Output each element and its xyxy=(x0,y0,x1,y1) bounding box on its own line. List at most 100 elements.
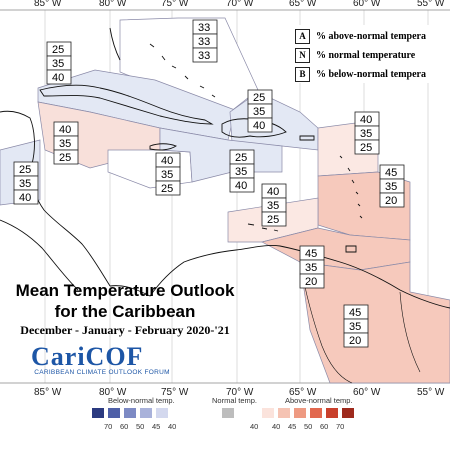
box-hisp-east-above: 25 xyxy=(253,92,265,104)
key-letter-a: A xyxy=(295,29,310,44)
scale-below-label: Below-normal temp. xyxy=(108,396,175,405)
caricof-logo: CariCOF CARIBBEAN CLIMATE OUTLOOK FORUM xyxy=(17,342,187,380)
box-hispaniola-east: 25 35 40 xyxy=(247,89,273,133)
box-bahamas-below: 33 xyxy=(198,50,210,62)
scale-below-num-50: 50 xyxy=(136,422,145,431)
box-belize-normal: 35 xyxy=(19,178,31,190)
lon-bottom-75: 75° W xyxy=(161,387,189,398)
box-leeward: 40 35 25 xyxy=(354,111,380,155)
lon-top-55: 55° W xyxy=(417,0,445,9)
region-guianas xyxy=(299,261,450,384)
box-jamaica-normal: 35 xyxy=(161,169,173,181)
scale-above-num-45: 45 xyxy=(288,422,297,431)
box-bahamas-normal: 33 xyxy=(198,36,210,48)
box-trinidad-below: 20 xyxy=(305,276,317,288)
box-windward: 45 35 20 xyxy=(379,164,405,208)
box-bahamas-above: 33 xyxy=(198,22,210,34)
scale-below-num-70: 70 xyxy=(104,422,113,431)
box-cuba-above: 25 xyxy=(52,44,64,56)
box-leeward-above: 40 xyxy=(360,114,372,126)
box-abc: 40 35 25 xyxy=(261,183,287,227)
box-guianas-below: 20 xyxy=(349,335,361,347)
key-letter-n: N xyxy=(295,48,310,63)
longitude-labels-bottom: 85° W 80° W 75° W 70° W 65° W 60° W 55° … xyxy=(34,387,445,398)
scale-above-swatch-3 xyxy=(294,408,306,418)
lon-bottom-65: 65° W xyxy=(289,387,317,398)
box-abc-normal: 35 xyxy=(267,200,279,212)
scale-below-num-40: 40 xyxy=(168,422,177,431)
box-hispaniola-south: 25 35 40 xyxy=(229,149,255,193)
box-trinidad-above: 45 xyxy=(305,248,317,260)
box-hisp-south-below: 40 xyxy=(235,180,247,192)
color-scale-legend: Below-normal temp. Normal temp. Above-no… xyxy=(0,388,450,450)
caricof-wordmark: CariCOF xyxy=(31,342,144,371)
lon-top-80: 80° W xyxy=(99,0,127,9)
key-row-below: B % below-normal tempera xyxy=(295,67,426,82)
box-windward-normal: 35 xyxy=(385,181,397,193)
scale-above-swatch-4 xyxy=(310,408,322,418)
box-abc-above: 40 xyxy=(267,186,279,198)
box-hisp-south-above: 25 xyxy=(235,152,247,164)
lon-top-85: 85° W xyxy=(34,0,62,9)
box-cayman: 40 35 25 xyxy=(53,121,79,165)
abn-key: A % above-normal tempera N % normal temper… xyxy=(287,25,450,83)
box-jamaica-below: 25 xyxy=(161,183,173,195)
longitude-labels-top: 85° W 80° W 75° W 70° W 65° W 60° W 55° … xyxy=(34,0,445,9)
key-text-below: % below-normal tempera xyxy=(316,69,426,80)
scale-above-num-50: 50 xyxy=(304,422,313,431)
box-cayman-below: 25 xyxy=(59,152,71,164)
box-cuba-below: 40 xyxy=(52,72,64,84)
box-hisp-south-normal: 35 xyxy=(235,166,247,178)
scale-above-swatch-2 xyxy=(278,408,290,418)
scale-above-swatch-6 xyxy=(342,408,354,418)
box-belize-below: 40 xyxy=(19,192,31,204)
box-guianas: 45 35 20 xyxy=(343,304,369,348)
box-windward-above: 45 xyxy=(385,167,397,179)
box-cuba-normal: 35 xyxy=(52,58,64,70)
scale-above-swatch-5 xyxy=(326,408,338,418)
box-hisp-east-normal: 35 xyxy=(253,106,265,118)
key-text-normal: % normal temperature xyxy=(316,50,416,61)
scale-normal-swatch xyxy=(222,408,234,418)
lon-top-70: 70° W xyxy=(226,0,254,9)
scale-below-swatch-45 xyxy=(140,408,152,418)
lon-bottom-85: 85° W xyxy=(34,387,62,398)
coastlines xyxy=(0,27,450,384)
box-bahamas: 33 33 33 xyxy=(192,19,218,63)
scale-below-swatch-60 xyxy=(108,408,120,418)
box-belize-mexico: 25 35 40 xyxy=(13,161,39,205)
scale-above-num-60: 60 xyxy=(320,422,329,431)
key-letter-b: B xyxy=(295,67,310,82)
map-season: December - January - February 2020-'21 xyxy=(20,323,230,337)
lon-bottom-60: 60° W xyxy=(353,387,381,398)
lon-top-65: 65° W xyxy=(289,0,317,9)
key-row-normal: N % normal temperature xyxy=(295,48,416,63)
box-cayman-normal: 35 xyxy=(59,138,71,150)
box-belize-above: 25 xyxy=(19,164,31,176)
scale-normal-label: Normal temp. xyxy=(212,396,258,405)
box-jamaica: 40 35 25 xyxy=(155,152,181,196)
scale-below-swatch-40 xyxy=(156,408,168,418)
scale-below-swatch-70 xyxy=(92,408,104,418)
scale-normal-num: 40 xyxy=(250,422,259,431)
map-title-line2: for the Caribbean xyxy=(54,302,196,321)
box-abc-below: 25 xyxy=(267,214,279,226)
lon-bottom-55: 55° W xyxy=(417,387,445,398)
box-trinidad: 45 35 20 xyxy=(299,245,325,289)
key-text-above: % above-normal tempera xyxy=(316,31,426,42)
scale-below-num-60: 60 xyxy=(120,422,129,431)
region-value-boxes: 33 33 33 25 35 40 25 35 40 25 35 40 xyxy=(13,19,405,348)
box-leeward-normal: 35 xyxy=(360,128,372,140)
lon-bottom-80: 80° W xyxy=(99,387,127,398)
box-trinidad-normal: 35 xyxy=(305,262,317,274)
caricof-fullname: CARIBBEAN CLIMATE OUTLOOK FORUM xyxy=(34,369,170,376)
box-cayman-above: 40 xyxy=(59,124,71,136)
box-guianas-normal: 35 xyxy=(349,321,361,333)
lon-top-75: 75° W xyxy=(161,0,189,9)
scale-above-label: Above-normal temp. xyxy=(285,396,353,405)
lon-bottom-70: 70° W xyxy=(226,387,254,398)
scale-above-num-70: 70 xyxy=(336,422,345,431)
scale-above-num-40: 40 xyxy=(272,422,281,431)
